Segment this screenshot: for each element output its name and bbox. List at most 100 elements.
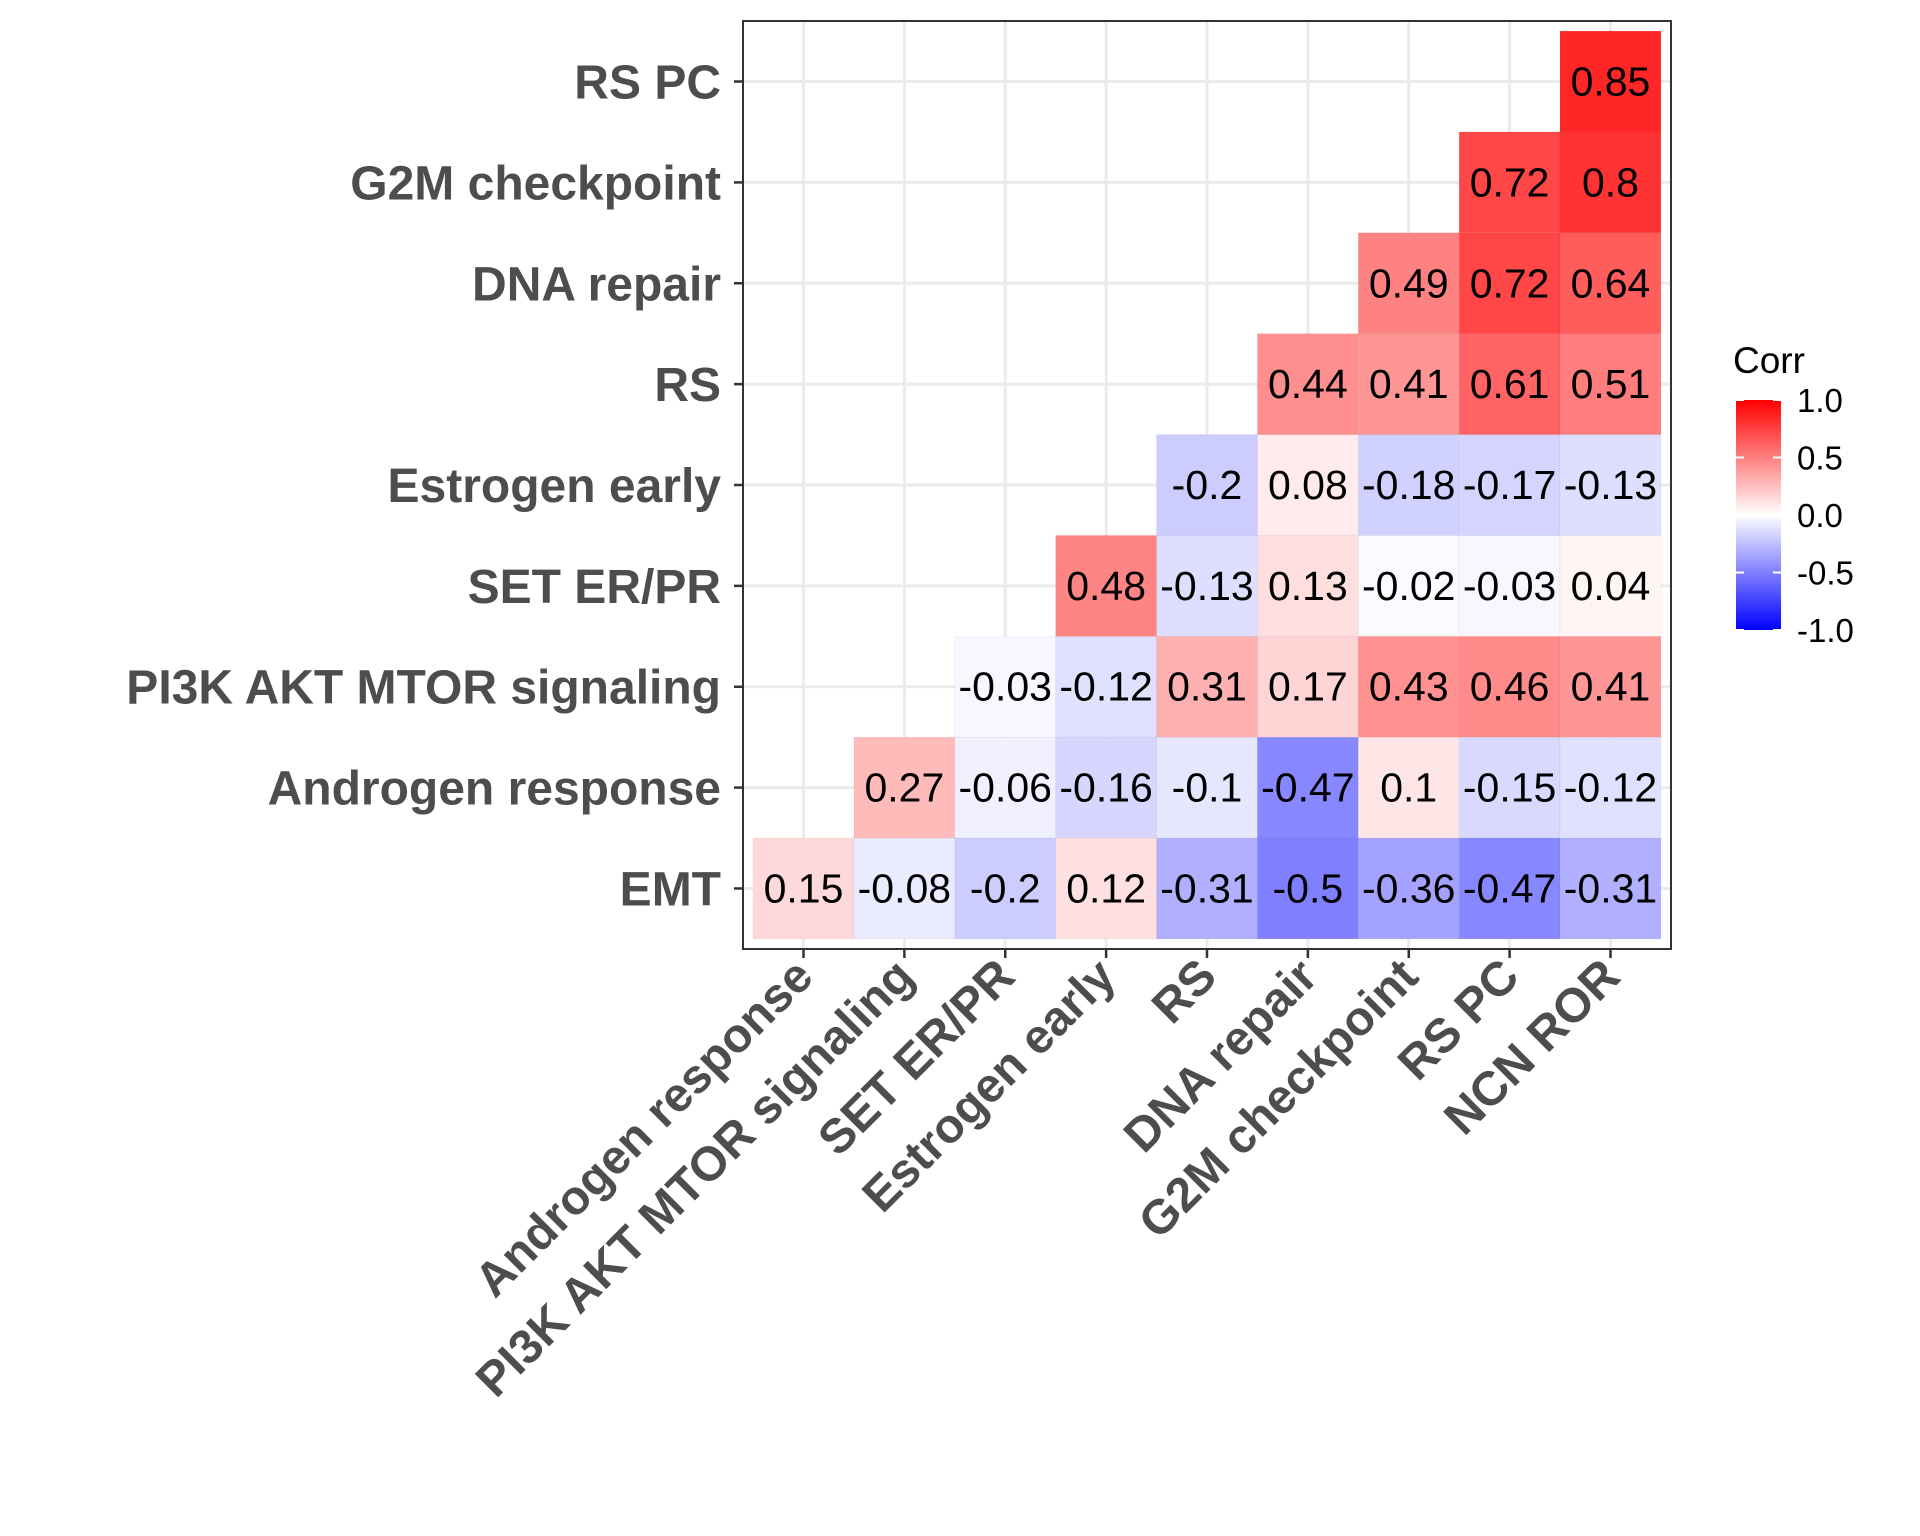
heatmap-cell — [1357, 232, 1460, 335]
y-tick-label: G2M checkpoint — [350, 157, 721, 210]
heatmap-cell — [1357, 333, 1460, 436]
heatmap-cell — [1559, 333, 1662, 436]
cell-value-label: 0.85 — [1571, 59, 1651, 105]
cell-value-label: -0.13 — [1564, 462, 1657, 508]
heatmap-cell — [1458, 232, 1561, 335]
heatmap-cell — [1357, 736, 1460, 839]
heatmap-cell — [1559, 534, 1662, 637]
cell-value-label: -0.02 — [1362, 563, 1455, 609]
legend-tick-label: 0.0 — [1797, 497, 1843, 534]
cell-value-label: 0.17 — [1268, 664, 1348, 710]
heatmap-cell — [1256, 534, 1359, 637]
cell-value-label: 0.31 — [1167, 664, 1247, 710]
cell-value-label: -0.03 — [959, 664, 1052, 710]
y-tick-label: EMT — [620, 863, 721, 916]
y-tick-label: Estrogen early — [388, 460, 722, 513]
legend-tick-label: 0.5 — [1797, 440, 1843, 477]
heatmap-cell — [1458, 736, 1561, 839]
heatmap-cell — [1458, 434, 1561, 536]
cell-value-label: -0.2 — [1172, 462, 1243, 508]
y-tick-label: RS — [654, 359, 721, 412]
cell-value-label: 0.48 — [1066, 563, 1146, 609]
cell-value-label: -0.5 — [1273, 865, 1344, 911]
heatmap-cell — [1559, 736, 1662, 839]
heatmap-cell — [954, 635, 1057, 738]
cell-value-labels: 0.15 -0.08 -0.2 0.12 -0.31 -0.5 -0.36 -0.47 -0.3… — [764, 59, 1658, 912]
cell-value-label: 0.61 — [1470, 361, 1550, 407]
heatmap-cell — [1256, 635, 1359, 738]
legend-title: Corr — [1733, 340, 1805, 381]
color-legend: Corr 1.0 0.5 0.0 -0.5 -1.0 — [1733, 340, 1854, 649]
cell-value-label: 0.41 — [1571, 664, 1651, 710]
heatmap-cell — [1559, 131, 1662, 234]
heatmap-cell — [1256, 434, 1359, 536]
cell-value-label: 0.72 — [1470, 260, 1550, 306]
cell-value-label: 0.49 — [1369, 260, 1449, 306]
cell-value-label: -0.1 — [1172, 765, 1243, 811]
legend-tick-label: -1.0 — [1797, 612, 1854, 649]
heatmap-cell — [1156, 434, 1258, 536]
cell-value-label: 0.43 — [1369, 664, 1449, 710]
heatmap-cell — [1458, 333, 1561, 436]
heatmap-cell — [1256, 333, 1359, 436]
cell-value-label: 0.12 — [1066, 865, 1146, 911]
cell-value-label: -0.16 — [1059, 765, 1152, 811]
heatmap-cell — [1559, 434, 1662, 536]
heatmap-cell — [1055, 635, 1158, 738]
cell-value-label: 0.46 — [1470, 664, 1550, 710]
cell-value-label: -0.13 — [1160, 563, 1253, 609]
cell-value-label: 0.72 — [1470, 159, 1550, 205]
heatmap-cell — [1055, 534, 1158, 637]
cell-value-label: -0.31 — [1160, 865, 1253, 911]
cell-value-label: -0.06 — [959, 765, 1052, 811]
heatmap-cell — [1559, 30, 1662, 133]
cell-value-label: -0.31 — [1564, 865, 1657, 911]
cell-value-label: -0.03 — [1463, 563, 1556, 609]
cell-value-label: -0.15 — [1463, 765, 1556, 811]
heatmap-cell — [1256, 736, 1359, 839]
heatmap-cell — [1458, 837, 1561, 940]
cell-value-label: 0.44 — [1268, 361, 1348, 407]
legend-tick-label: 1.0 — [1797, 382, 1843, 419]
heatmap-cell — [1156, 635, 1258, 738]
heatmap-cell — [1055, 736, 1158, 839]
heatmap-cell — [853, 736, 956, 839]
heatmap-cells — [752, 30, 1662, 940]
cell-value-label: -0.17 — [1463, 462, 1556, 508]
heatmap-cell — [1357, 837, 1460, 940]
x-tick-label: PI3K AKT MTOR signaling — [466, 949, 924, 1407]
cell-value-label: 0.51 — [1571, 361, 1651, 407]
heatmap-cell — [1156, 837, 1258, 940]
heatmap-cell — [1357, 434, 1460, 536]
cell-value-label: -0.47 — [1463, 865, 1556, 911]
heatmap-cell — [1559, 232, 1662, 335]
heatmap-cell — [1156, 534, 1258, 637]
cell-value-label: -0.08 — [858, 865, 951, 911]
y-tick-label: SET ER/PR — [468, 561, 721, 614]
heatmap-cell — [1458, 131, 1561, 234]
cell-value-label: 0.27 — [864, 765, 944, 811]
cell-value-label: -0.47 — [1261, 765, 1354, 811]
cell-value-label: -0.18 — [1362, 462, 1455, 508]
cell-value-label: -0.12 — [1059, 664, 1152, 710]
x-tick-label: RS — [1142, 949, 1227, 1034]
cell-value-label: 0.8 — [1582, 159, 1639, 205]
y-tick-label: DNA repair — [472, 258, 721, 311]
y-tick-label: RS PC — [574, 57, 721, 110]
cell-value-label: 0.1 — [1380, 765, 1437, 811]
cell-value-label: 0.04 — [1571, 563, 1651, 609]
heatmap-cell — [1357, 635, 1460, 738]
cell-value-label: 0.15 — [764, 865, 844, 911]
cell-value-label: 0.08 — [1268, 462, 1348, 508]
legend-tick-label: -0.5 — [1797, 555, 1854, 592]
cell-value-label: -0.12 — [1564, 765, 1657, 811]
y-axis: EMT Androgen response PI3K AKT MTOR signal… — [126, 57, 743, 916]
cell-value-label: -0.2 — [970, 865, 1041, 911]
heatmap-cell — [1357, 534, 1460, 637]
cell-value-label: 0.13 — [1268, 563, 1348, 609]
y-tick-label: Androgen response — [268, 763, 721, 816]
heatmap-cell — [1256, 837, 1359, 940]
cell-value-label: 0.64 — [1571, 260, 1651, 306]
